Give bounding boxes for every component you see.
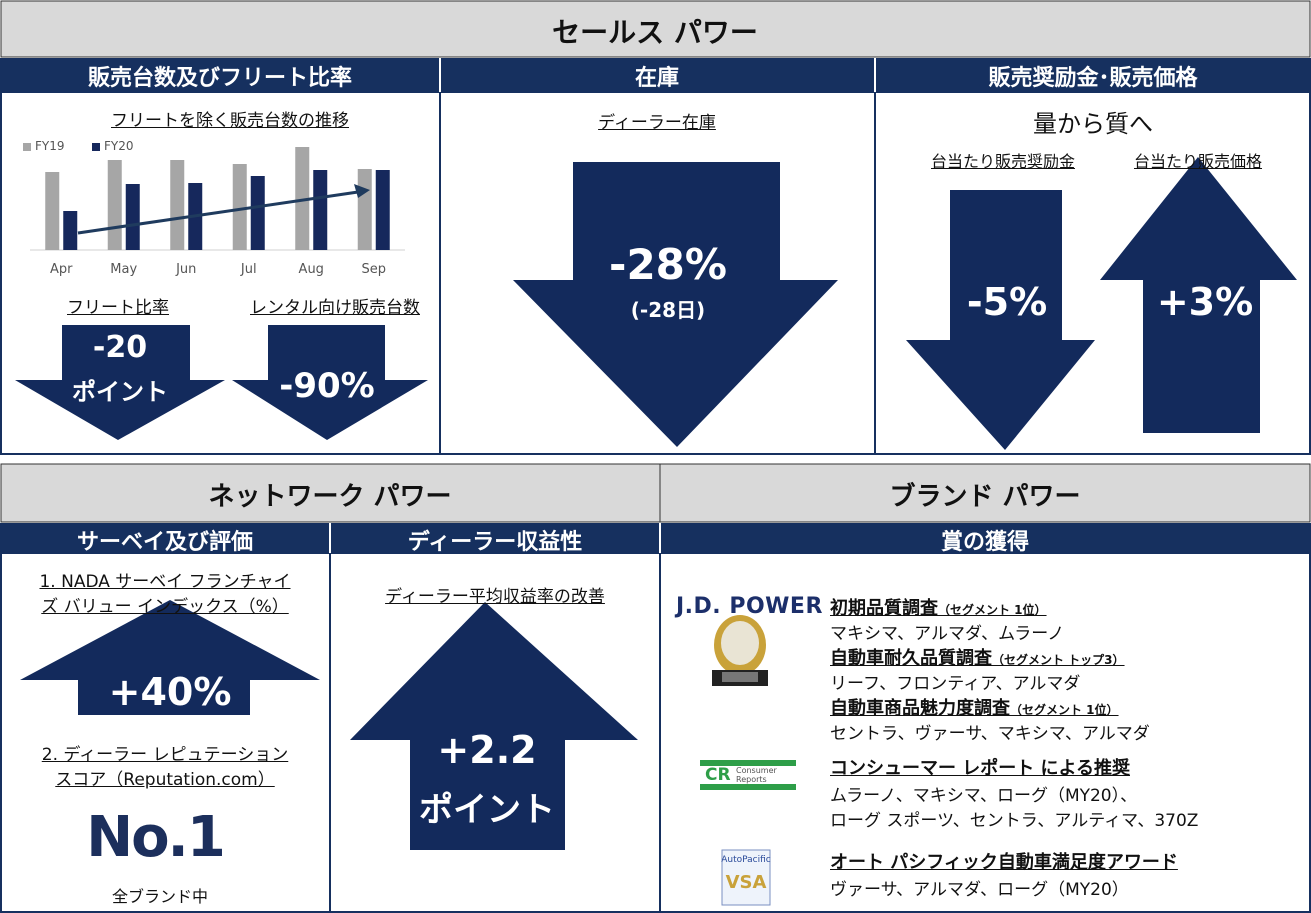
value: +3%: [1156, 280, 1254, 324]
award-title: 自動車商品魅力度調査（セグメント 1位）: [830, 694, 1119, 720]
chart-title: フリートを除く販売台数の推移: [111, 111, 349, 131]
x-tick-label: May: [110, 262, 138, 277]
label: フリート比率: [67, 298, 169, 318]
label: スコア（Reputation.com）: [55, 770, 275, 790]
label: レンタル向け販売台数: [250, 298, 420, 318]
bar: [375, 170, 390, 250]
value: +40%: [108, 670, 232, 714]
label: 1. NADA サーベイ フランチャイ: [39, 572, 291, 592]
header-bar: [0, 523, 1311, 553]
header: 在庫: [634, 66, 680, 91]
note: （セグメント 1位）: [1010, 703, 1119, 717]
bar: [170, 160, 185, 250]
models: ヴァーサ、アルマダ、ローグ（MY20）: [830, 880, 1129, 900]
bars: [45, 147, 390, 250]
value: -28%: [609, 240, 727, 289]
value-sub: (-28日): [630, 298, 706, 322]
x-tick-label: Aug: [298, 262, 324, 277]
award-title: オート パシフィック自動車満足度アワード: [830, 852, 1178, 873]
section-title: ブランド パワー: [889, 482, 1081, 512]
models: ムラーノ、マキシマ、ローグ（MY20）、: [830, 786, 1138, 806]
value: -20: [92, 330, 148, 365]
jd-logo: J.D. POWER: [676, 594, 823, 619]
down-arrow: [513, 162, 838, 447]
x-tick-label: Apr: [50, 262, 73, 277]
trophy: [712, 615, 768, 686]
header: 賞の獲得: [940, 530, 1030, 555]
section-title: セールス パワー: [552, 16, 758, 49]
header: 販売台数及びフリート比率: [87, 66, 353, 91]
rank: No.1: [86, 805, 226, 870]
bar: [63, 211, 78, 250]
section-bar: [0, 463, 1311, 523]
bar: [45, 172, 60, 250]
value: ポイント: [419, 790, 555, 830]
label: 台当たり販売奨励金: [930, 152, 1076, 171]
header: 販売奨励金･販売価格: [988, 66, 1198, 91]
models: マキシマ、アルマダ、ムラーノ: [830, 624, 1065, 644]
cr-mark: CR: [705, 765, 731, 785]
x-tick-label: Jul: [240, 262, 257, 277]
box: [0, 91, 1311, 455]
section-title: ネットワーク パワー: [208, 482, 452, 512]
up-arrow: [20, 600, 320, 715]
box: [0, 552, 1311, 913]
label: ディーラー在庫: [598, 113, 716, 133]
ap-logo: [721, 849, 771, 906]
x-tick-label: Sep: [361, 262, 387, 277]
label: 2. ディーラー レピュテーション: [41, 745, 289, 765]
bar: [250, 176, 265, 250]
trend-head: [354, 184, 370, 198]
models: セントラ、ヴァーサ、マキシマ、アルマダ: [830, 724, 1150, 744]
value: ポイント: [72, 378, 168, 406]
models: ローグ スポーツ、セントラ、アルティマ、370Z: [830, 811, 1199, 831]
note: （セグメント トップ3）: [992, 653, 1125, 667]
header: ディーラー収益性: [407, 530, 583, 555]
ap-mark: VSA: [725, 872, 767, 893]
legend-swatch: [92, 143, 100, 151]
cr-text: Reports: [736, 775, 767, 784]
models: リーフ、フロンティア、アルマダ: [830, 674, 1081, 694]
title: 自動車耐久品質調査: [830, 648, 992, 669]
down-arrow: [906, 190, 1095, 450]
up-arrow: [350, 602, 638, 850]
label: ズ バリュー インデックス（%）: [41, 597, 289, 617]
award-title: 初期品質調査（セグメント 1位）: [830, 594, 1047, 620]
header-bar: [0, 58, 1311, 92]
bar: [232, 164, 247, 250]
x-tick-label: Jun: [176, 262, 197, 277]
bar: [125, 184, 140, 250]
bar: [357, 169, 372, 250]
value: +2.2: [437, 728, 537, 772]
down-arrow: [15, 325, 225, 440]
header: サーベイ及び評価: [76, 530, 254, 555]
value: -90%: [279, 366, 375, 406]
subtitle: 量から質へ: [1033, 110, 1153, 138]
bar: [107, 160, 122, 250]
label: 台当たり販売価格: [1133, 152, 1263, 171]
section-bar: [0, 0, 1311, 58]
label: ディーラー平均収益率の改善: [385, 587, 605, 607]
rank-note: 全ブランド中: [111, 887, 209, 906]
title: 初期品質調査: [830, 598, 938, 619]
award-title: コンシューマー レポート による推奨: [830, 758, 1130, 779]
note: （セグメント 1位）: [938, 603, 1047, 617]
cr-logo-band: [700, 766, 796, 784]
bar: [313, 170, 328, 250]
title: 自動車商品魅力度調査: [830, 698, 1010, 719]
down-arrow: [232, 325, 428, 440]
bar: [295, 147, 310, 250]
legend-label: FY19: [35, 139, 65, 153]
value: -5%: [966, 280, 1048, 324]
trend-line: [77, 190, 359, 235]
cr-text: Consumer: [736, 766, 777, 775]
up-arrow: [1100, 157, 1297, 433]
legend-swatch: [23, 143, 31, 151]
ap-text: AutoPacific: [721, 855, 771, 865]
award-title: 自動車耐久品質調査（セグメント トップ3）: [830, 644, 1125, 670]
legend-label: FY20: [104, 139, 134, 153]
